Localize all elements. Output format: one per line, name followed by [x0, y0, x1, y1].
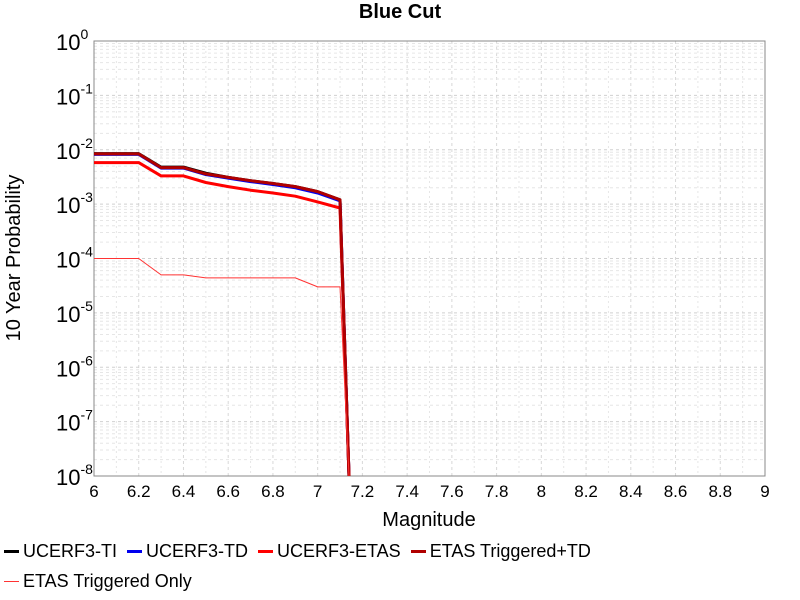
x-tick-label: 7.8	[485, 482, 509, 501]
x-tick-labels: 6 6.2 6.4 6.6 6.8 7 7.2 7.4 7.6 7.8 8 8.2 8.4 8.6 8.8 9	[89, 482, 769, 501]
x-tick-label: 8	[537, 482, 546, 501]
legend-swatch	[4, 580, 19, 582]
y-tick-label: 10-4	[56, 244, 93, 273]
x-tick-label: 9	[760, 482, 769, 501]
y-tick-label: 10-6	[56, 352, 93, 381]
legend-item-etas-triggered-td: ETAS Triggered+TD	[410, 540, 591, 562]
x-tick-label: 6.4	[172, 482, 196, 501]
y-tick-label: 100	[56, 26, 88, 55]
legend-swatch	[4, 549, 19, 553]
x-tick-label: 6.2	[127, 482, 151, 501]
legend-item-etas-triggered-only: ETAS Triggered Only	[4, 571, 192, 592]
legend-label: ETAS Triggered+TD	[429, 540, 591, 561]
x-tick-label: 7.2	[351, 482, 375, 501]
series-line-etas-triggered-td	[94, 152, 351, 477]
grid	[93, 41, 766, 477]
series-line-ucerf3-etas	[94, 161, 351, 477]
legend-swatch	[410, 549, 426, 553]
legend-label: UCERF3-TI	[23, 540, 117, 561]
legend-swatch	[258, 549, 273, 553]
legend-row: UCERF3-TI UCERF3-TD UCERF3-ETAS ETAS Tri…	[4, 536, 794, 566]
x-tick-label: 7	[313, 482, 322, 501]
x-tick-label: 6	[89, 482, 98, 501]
x-tick-label: 8.2	[574, 482, 598, 501]
x-axis-label: Magnitude	[382, 509, 475, 531]
x-tick-label: 7.6	[440, 482, 464, 501]
y-tick-label: 10-5	[56, 298, 93, 327]
y-tick-label: 10-7	[56, 407, 93, 436]
legend-label: UCERF3-TD	[146, 540, 248, 561]
legend-item-ucerf3-ti: UCERF3-TI	[4, 541, 117, 562]
series-line-ucerf3-ti	[94, 152, 351, 477]
x-tick-label: 8.6	[664, 482, 688, 501]
y-tick-labels: 100 10-1 10-2 10-3 10-4 10-5 10-6 10-7 10-8	[56, 26, 93, 490]
x-tick-label: 8.4	[619, 482, 643, 501]
series-line-etas-triggered-only	[94, 258, 350, 477]
x-tick-label: 7.4	[395, 482, 419, 501]
x-tick-label: 6.8	[261, 482, 285, 501]
legend-row: ETAS Triggered Only	[4, 566, 794, 596]
y-tick-label: 10-3	[56, 189, 93, 218]
legend-item-ucerf3-td: UCERF3-TD	[127, 541, 248, 562]
series-lines	[94, 152, 351, 477]
legend-label: UCERF3-ETAS	[277, 540, 401, 561]
x-tick-label: 6.6	[216, 482, 240, 501]
y-tick-label: 10-8	[56, 461, 93, 490]
x-tick-label: 8.8	[708, 482, 732, 501]
chart-title: Blue Cut	[359, 1, 442, 23]
legend-label: ETAS Triggered Only	[23, 570, 192, 591]
y-tick-label: 10-2	[56, 135, 93, 164]
legend-swatch	[127, 549, 142, 553]
y-tick-label: 10-1	[56, 80, 93, 109]
y-axis-label: 10 Year Probability	[3, 175, 25, 342]
legend-item-ucerf3-etas: UCERF3-ETAS	[258, 541, 401, 562]
legend: UCERF3-TI UCERF3-TD UCERF3-ETAS ETAS Tri…	[4, 536, 794, 596]
